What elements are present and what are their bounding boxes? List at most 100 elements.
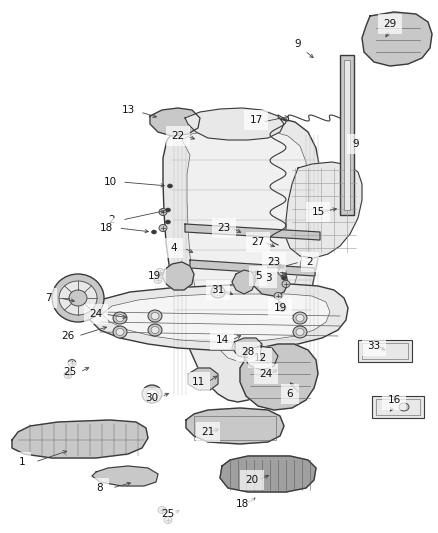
Polygon shape [362, 12, 432, 66]
Text: 24: 24 [89, 309, 102, 319]
Ellipse shape [151, 327, 159, 334]
Text: 20: 20 [245, 475, 258, 485]
Bar [372, 396, 424, 418]
Ellipse shape [293, 326, 307, 338]
Text: 9: 9 [353, 139, 359, 149]
Ellipse shape [152, 230, 156, 234]
Ellipse shape [274, 293, 282, 300]
Polygon shape [163, 113, 322, 402]
Bar [340, 55, 354, 215]
Ellipse shape [156, 269, 164, 276]
Polygon shape [286, 162, 362, 258]
Text: 13: 13 [121, 105, 134, 115]
Polygon shape [232, 338, 262, 358]
Polygon shape [182, 128, 308, 362]
Polygon shape [240, 344, 318, 410]
Text: 25: 25 [161, 509, 175, 519]
Ellipse shape [113, 326, 127, 338]
Ellipse shape [399, 403, 409, 411]
Ellipse shape [166, 208, 170, 212]
Polygon shape [162, 262, 194, 290]
Text: 17: 17 [249, 115, 263, 125]
Text: 5: 5 [254, 271, 261, 281]
Ellipse shape [293, 312, 307, 324]
Bar [362, 343, 408, 359]
Text: 25: 25 [64, 367, 77, 377]
Polygon shape [90, 284, 348, 350]
Text: 33: 33 [367, 341, 381, 351]
Polygon shape [190, 260, 315, 276]
Polygon shape [244, 346, 278, 370]
Ellipse shape [282, 280, 290, 287]
Text: 6: 6 [287, 389, 293, 399]
Ellipse shape [116, 314, 124, 321]
Polygon shape [188, 368, 218, 390]
Text: 3: 3 [265, 273, 271, 283]
Ellipse shape [278, 264, 283, 268]
Ellipse shape [278, 269, 286, 276]
Polygon shape [185, 108, 284, 140]
Text: 2: 2 [307, 257, 313, 267]
Text: 23: 23 [267, 257, 281, 267]
Text: 26: 26 [61, 331, 74, 341]
Ellipse shape [296, 314, 304, 321]
Ellipse shape [52, 274, 104, 322]
Ellipse shape [158, 506, 166, 513]
Polygon shape [102, 294, 330, 342]
Text: 10: 10 [103, 177, 117, 187]
Ellipse shape [296, 328, 304, 335]
Text: 18: 18 [99, 223, 113, 233]
Text: 4: 4 [171, 243, 177, 253]
Ellipse shape [167, 184, 173, 188]
Text: 29: 29 [383, 19, 397, 29]
Ellipse shape [69, 290, 87, 306]
Ellipse shape [146, 389, 158, 399]
Ellipse shape [159, 208, 167, 215]
Ellipse shape [282, 276, 286, 280]
Text: 12: 12 [253, 353, 267, 363]
Polygon shape [185, 224, 320, 240]
Bar [376, 399, 420, 415]
Text: 30: 30 [145, 393, 159, 403]
Ellipse shape [116, 328, 124, 335]
Ellipse shape [154, 277, 162, 284]
Text: 22: 22 [171, 131, 185, 141]
Polygon shape [150, 108, 200, 136]
Text: 1: 1 [19, 457, 25, 467]
Ellipse shape [59, 281, 97, 315]
Text: 7: 7 [45, 293, 51, 303]
Ellipse shape [159, 224, 167, 231]
Text: 15: 15 [311, 207, 325, 217]
Ellipse shape [113, 312, 127, 324]
Text: 24: 24 [259, 369, 272, 379]
Polygon shape [186, 408, 284, 444]
Text: 9: 9 [295, 39, 301, 49]
Ellipse shape [68, 359, 76, 367]
Text: 28: 28 [241, 347, 254, 357]
Text: 16: 16 [387, 395, 401, 405]
Text: 18: 18 [235, 499, 249, 509]
Text: 27: 27 [251, 237, 265, 247]
Ellipse shape [151, 312, 159, 319]
Text: 14: 14 [215, 335, 229, 345]
Ellipse shape [142, 385, 162, 403]
Ellipse shape [148, 324, 162, 336]
Ellipse shape [211, 286, 225, 298]
Polygon shape [92, 466, 158, 486]
Ellipse shape [148, 310, 162, 322]
Ellipse shape [166, 220, 170, 224]
Text: 23: 23 [217, 223, 231, 233]
Text: 19: 19 [147, 271, 161, 281]
Ellipse shape [64, 372, 72, 378]
Polygon shape [232, 270, 256, 294]
Polygon shape [220, 456, 316, 492]
Ellipse shape [214, 288, 222, 295]
Bar [344, 60, 350, 210]
Ellipse shape [164, 516, 172, 523]
Text: 21: 21 [201, 427, 215, 437]
Ellipse shape [278, 304, 286, 311]
Bar [358, 340, 412, 362]
Text: 8: 8 [97, 483, 103, 493]
Text: 19: 19 [273, 303, 286, 313]
Text: 31: 31 [212, 285, 225, 295]
